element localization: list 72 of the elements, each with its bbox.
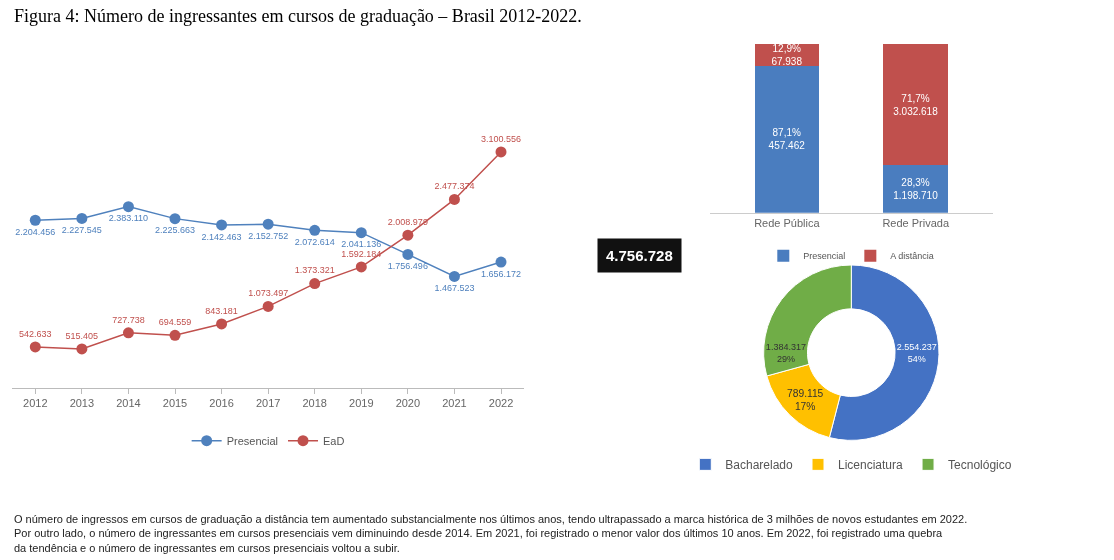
- point: [402, 248, 414, 260]
- x-tick-label: Rede Privada: [882, 217, 950, 230]
- point: [402, 229, 414, 241]
- legend-label: EaD: [323, 434, 345, 447]
- data-label: 694.559: [158, 317, 192, 328]
- x-tick-label: 2020: [395, 397, 421, 410]
- data-label: 2.041.136: [341, 239, 382, 250]
- x-tick-label: 2013: [69, 397, 95, 410]
- point: [448, 193, 460, 205]
- text: O número de ingressos em cursos de graduação a distância tem aumentado substancialmente nos últimos anos, tendo ultrapassado a marca histórica de 3 milhões de novos estudantes em 2022. Por outro lado, o número de ingressantes em cursos presenciais vem diminuindo desde 2014. Em 2021, foi registrado o menor valor dos últimos 10 anos. Em 2022, foi registrado uma quebra da tendência e o número de ingressantes em cursos presenciais voltou a subir.: [14, 513, 968, 554]
- x-tick-label: 2018: [302, 397, 327, 410]
- data-label: 87,1% 457.462: [768, 127, 806, 152]
- data-label: 12,9% 67.938: [771, 42, 803, 67]
- point: [169, 213, 181, 225]
- data-label: 2.554.237 54%: [896, 342, 937, 364]
- point: [216, 219, 228, 231]
- data-label: 3.100.556: [480, 133, 522, 144]
- point: [29, 214, 41, 226]
- data-label: 2.225.663: [154, 225, 196, 236]
- x-tick-label: 2017: [255, 397, 281, 410]
- data-label: 71,7% 3.032.618: [893, 92, 939, 117]
- data-label: 789.115 17%: [787, 387, 824, 412]
- legend-label: Presencial: [226, 434, 279, 447]
- point: [216, 318, 228, 330]
- data-label: 1.073.497: [248, 288, 289, 299]
- point: [448, 270, 460, 282]
- point: [122, 201, 134, 213]
- data-label: 727.738: [112, 314, 145, 325]
- data-label: 1.467.523: [434, 283, 475, 294]
- data-label: 843.181: [205, 305, 238, 316]
- legend-label: Tecnológico: [948, 458, 1012, 473]
- data-label: 1.373.321: [294, 265, 335, 276]
- x-tick-label: 2021: [442, 397, 467, 410]
- data-label: 542.633: [19, 328, 52, 339]
- x-tick-label: 2019: [349, 397, 374, 410]
- x-tick-label: Rede Pública: [754, 217, 821, 230]
- data-label: 2.142.463: [201, 231, 242, 242]
- point: [76, 343, 88, 355]
- data-label: 1.656.172: [480, 268, 522, 279]
- data-label: 1.384.317 29%: [765, 342, 806, 364]
- point: [495, 256, 507, 268]
- legend-label: Licenciatura: [838, 458, 904, 473]
- data-label: 2.152.752: [248, 230, 289, 241]
- point: [355, 261, 367, 273]
- point: [309, 224, 321, 236]
- data-label: 2.204.456: [15, 226, 56, 237]
- legend-label: A distância: [890, 251, 934, 262]
- point: [262, 218, 274, 230]
- point: [495, 146, 507, 158]
- data-label: 2.227.545: [61, 225, 102, 236]
- data-label: 515.405: [65, 330, 99, 341]
- legend-label: Bacharelado: [725, 458, 794, 473]
- point: [76, 212, 88, 224]
- x-tick-label: 2012: [23, 397, 48, 410]
- legend-label: Presencial: [803, 251, 846, 262]
- point: [262, 300, 274, 312]
- chart-title: Figura 4: Número de ingressantes em cursos de graduação – Brasil 2012-2022.: [14, 6, 582, 26]
- data-label: 2.072.614: [294, 236, 335, 247]
- data-label: 2.383.110: [108, 213, 149, 224]
- x-tick-label: 2016: [209, 397, 234, 410]
- data-label: 28,3% 1.198.710: [893, 176, 939, 201]
- point: [309, 278, 321, 290]
- x-tick-label: 2015: [162, 397, 188, 410]
- data-label: 1.756.496: [387, 261, 428, 272]
- point: [29, 341, 41, 353]
- point: [169, 329, 181, 341]
- data-label: 1.592.184: [341, 248, 382, 259]
- text: 4.756.728: [606, 247, 673, 264]
- x-tick-label: 2014: [116, 397, 141, 410]
- point: [355, 227, 367, 239]
- x-tick-label: 2022: [488, 397, 514, 410]
- point: [122, 327, 134, 339]
